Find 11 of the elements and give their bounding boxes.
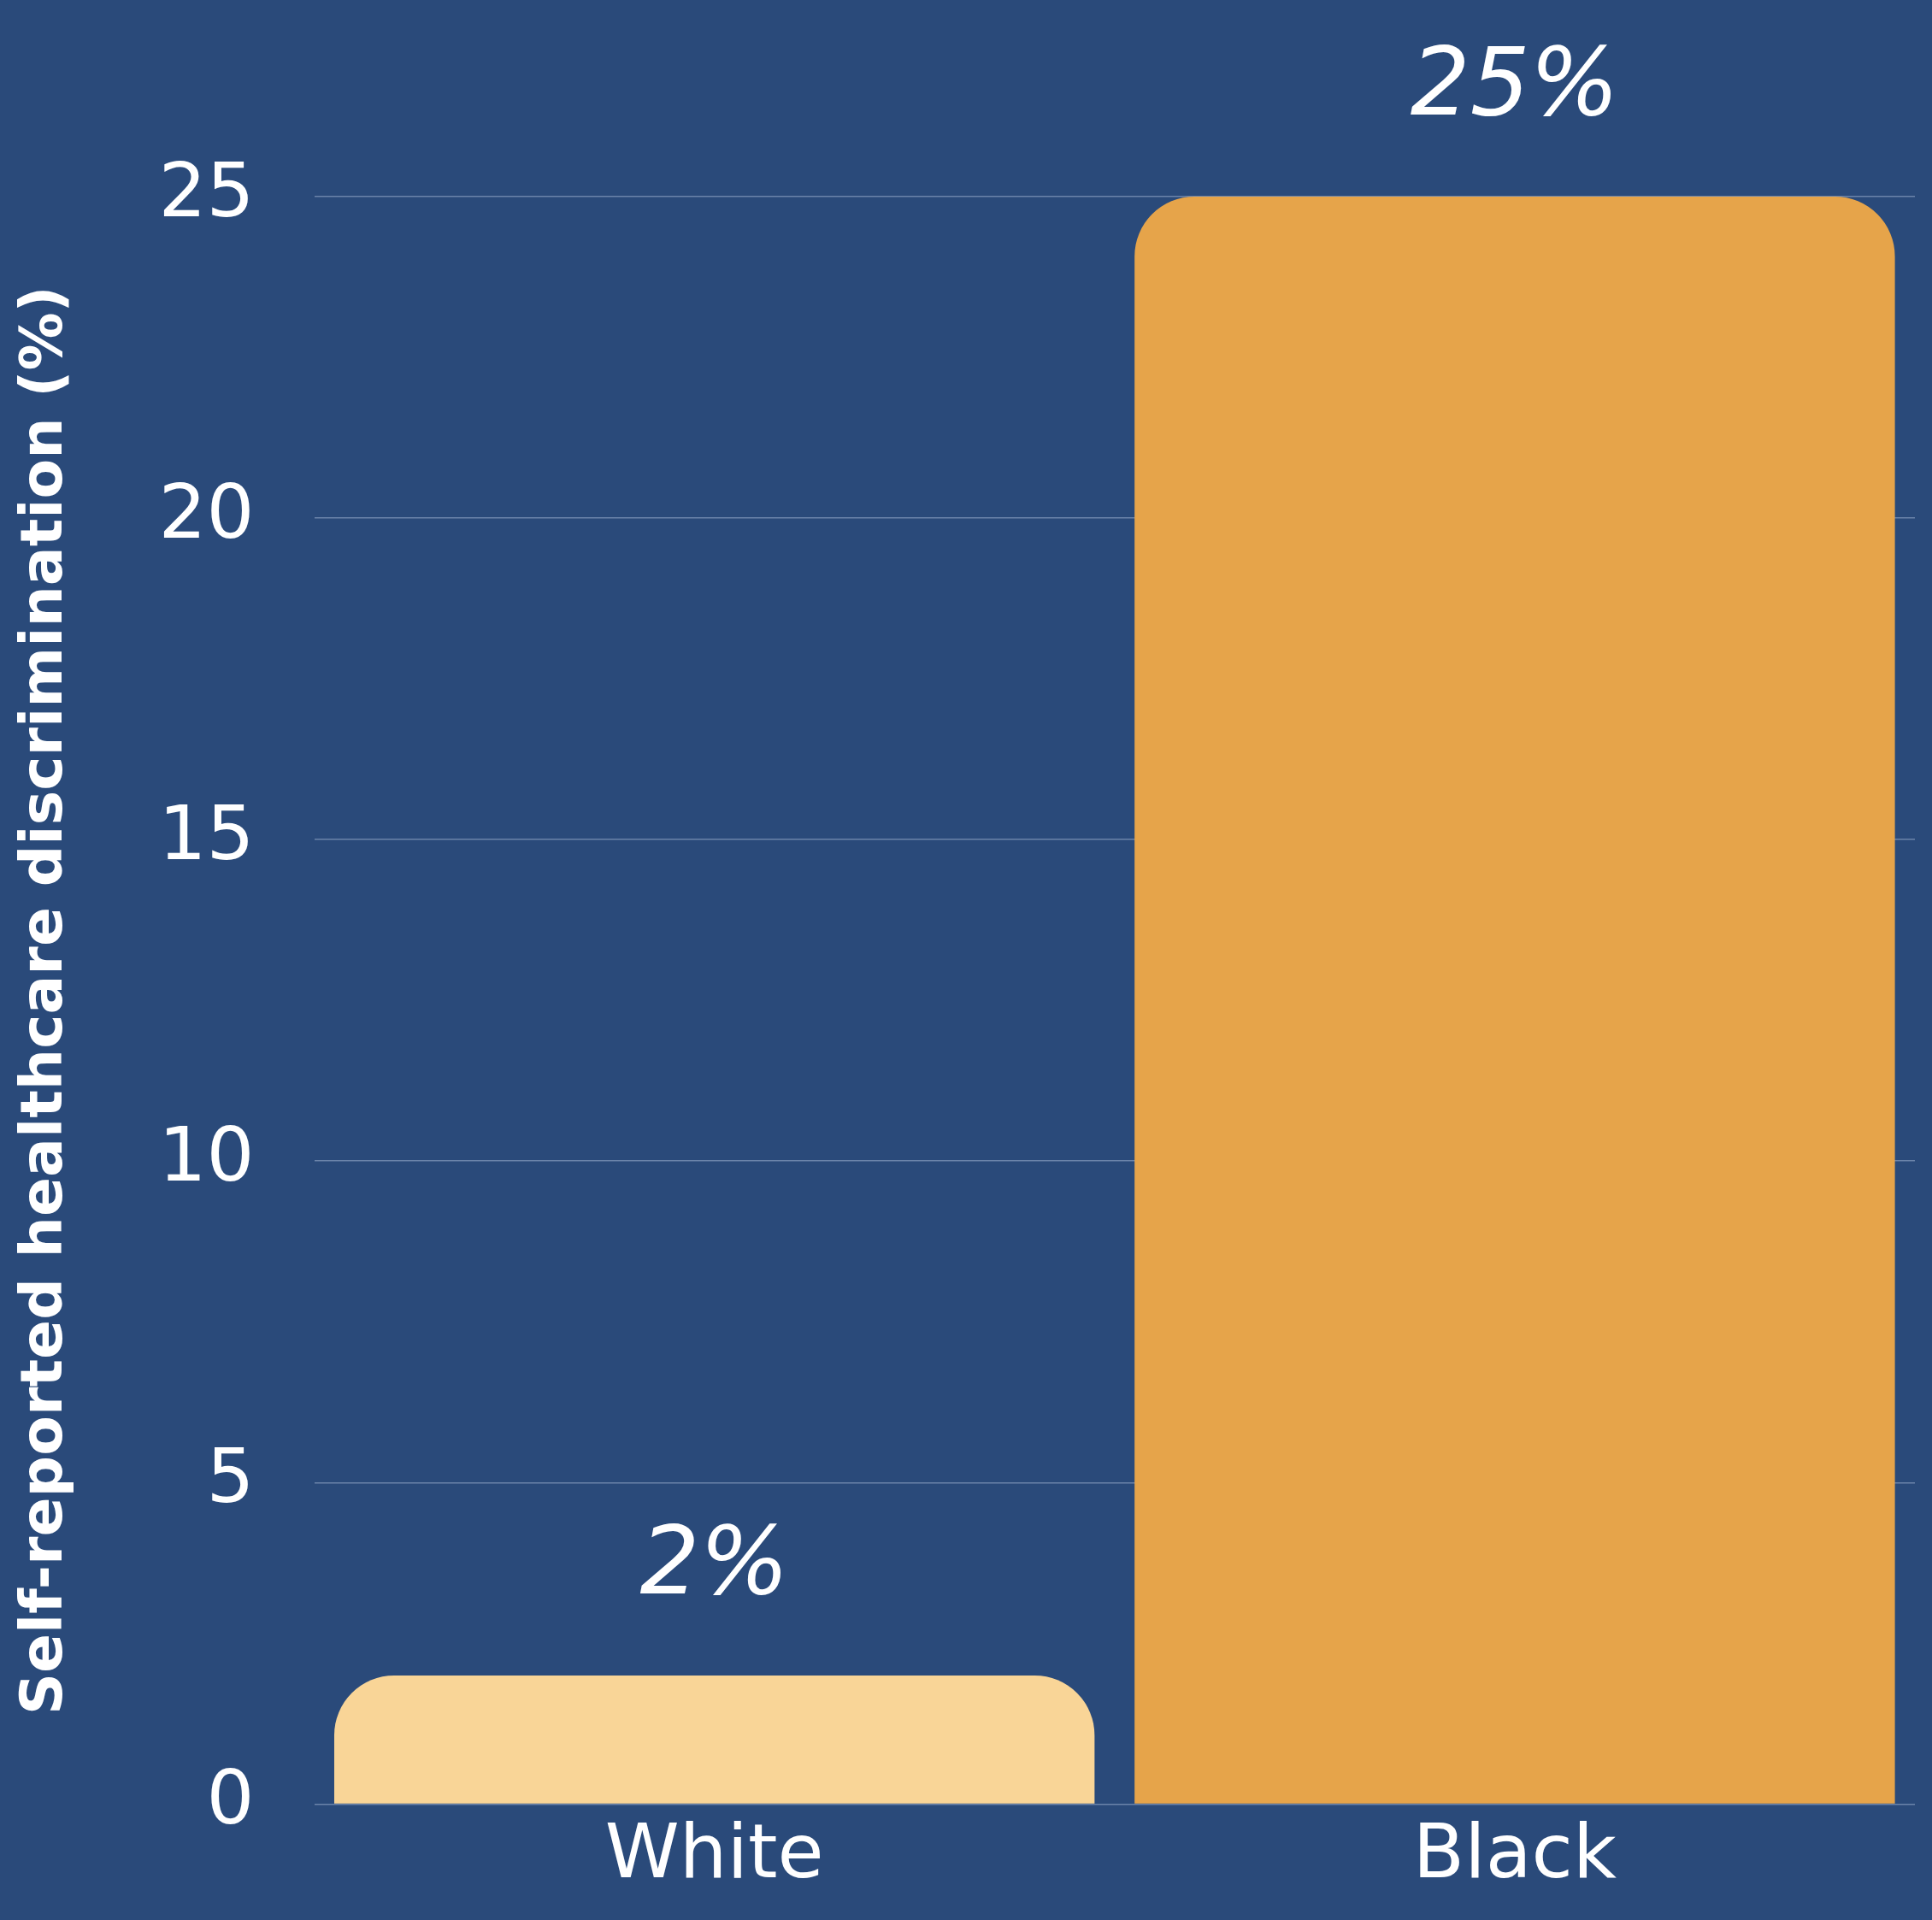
data-label: 2% [639,1505,789,1616]
y-tick-label: 15 [158,789,255,878]
y-tick-label: 0 [206,1753,255,1842]
x-tick-label: Black [1412,1807,1617,1896]
y-tick-label: 20 [158,467,255,556]
y-tick-label: 5 [206,1432,255,1521]
y-tick-label: 10 [158,1110,255,1199]
y-tick-label: 25 [158,145,255,234]
data-label: 25% [1410,27,1620,137]
x-tick-label: White [604,1807,824,1896]
y-axis-title: Self-reported healthcare discrimination (%) [8,286,76,1716]
